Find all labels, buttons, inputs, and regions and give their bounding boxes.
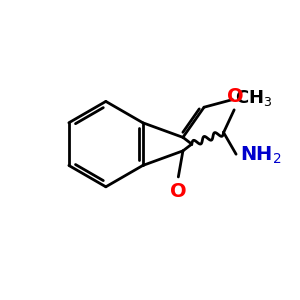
Text: NH$_2$: NH$_2$ — [240, 145, 281, 166]
Text: O: O — [227, 87, 244, 106]
Text: O: O — [170, 182, 187, 201]
Text: CH$_3$: CH$_3$ — [235, 88, 272, 108]
